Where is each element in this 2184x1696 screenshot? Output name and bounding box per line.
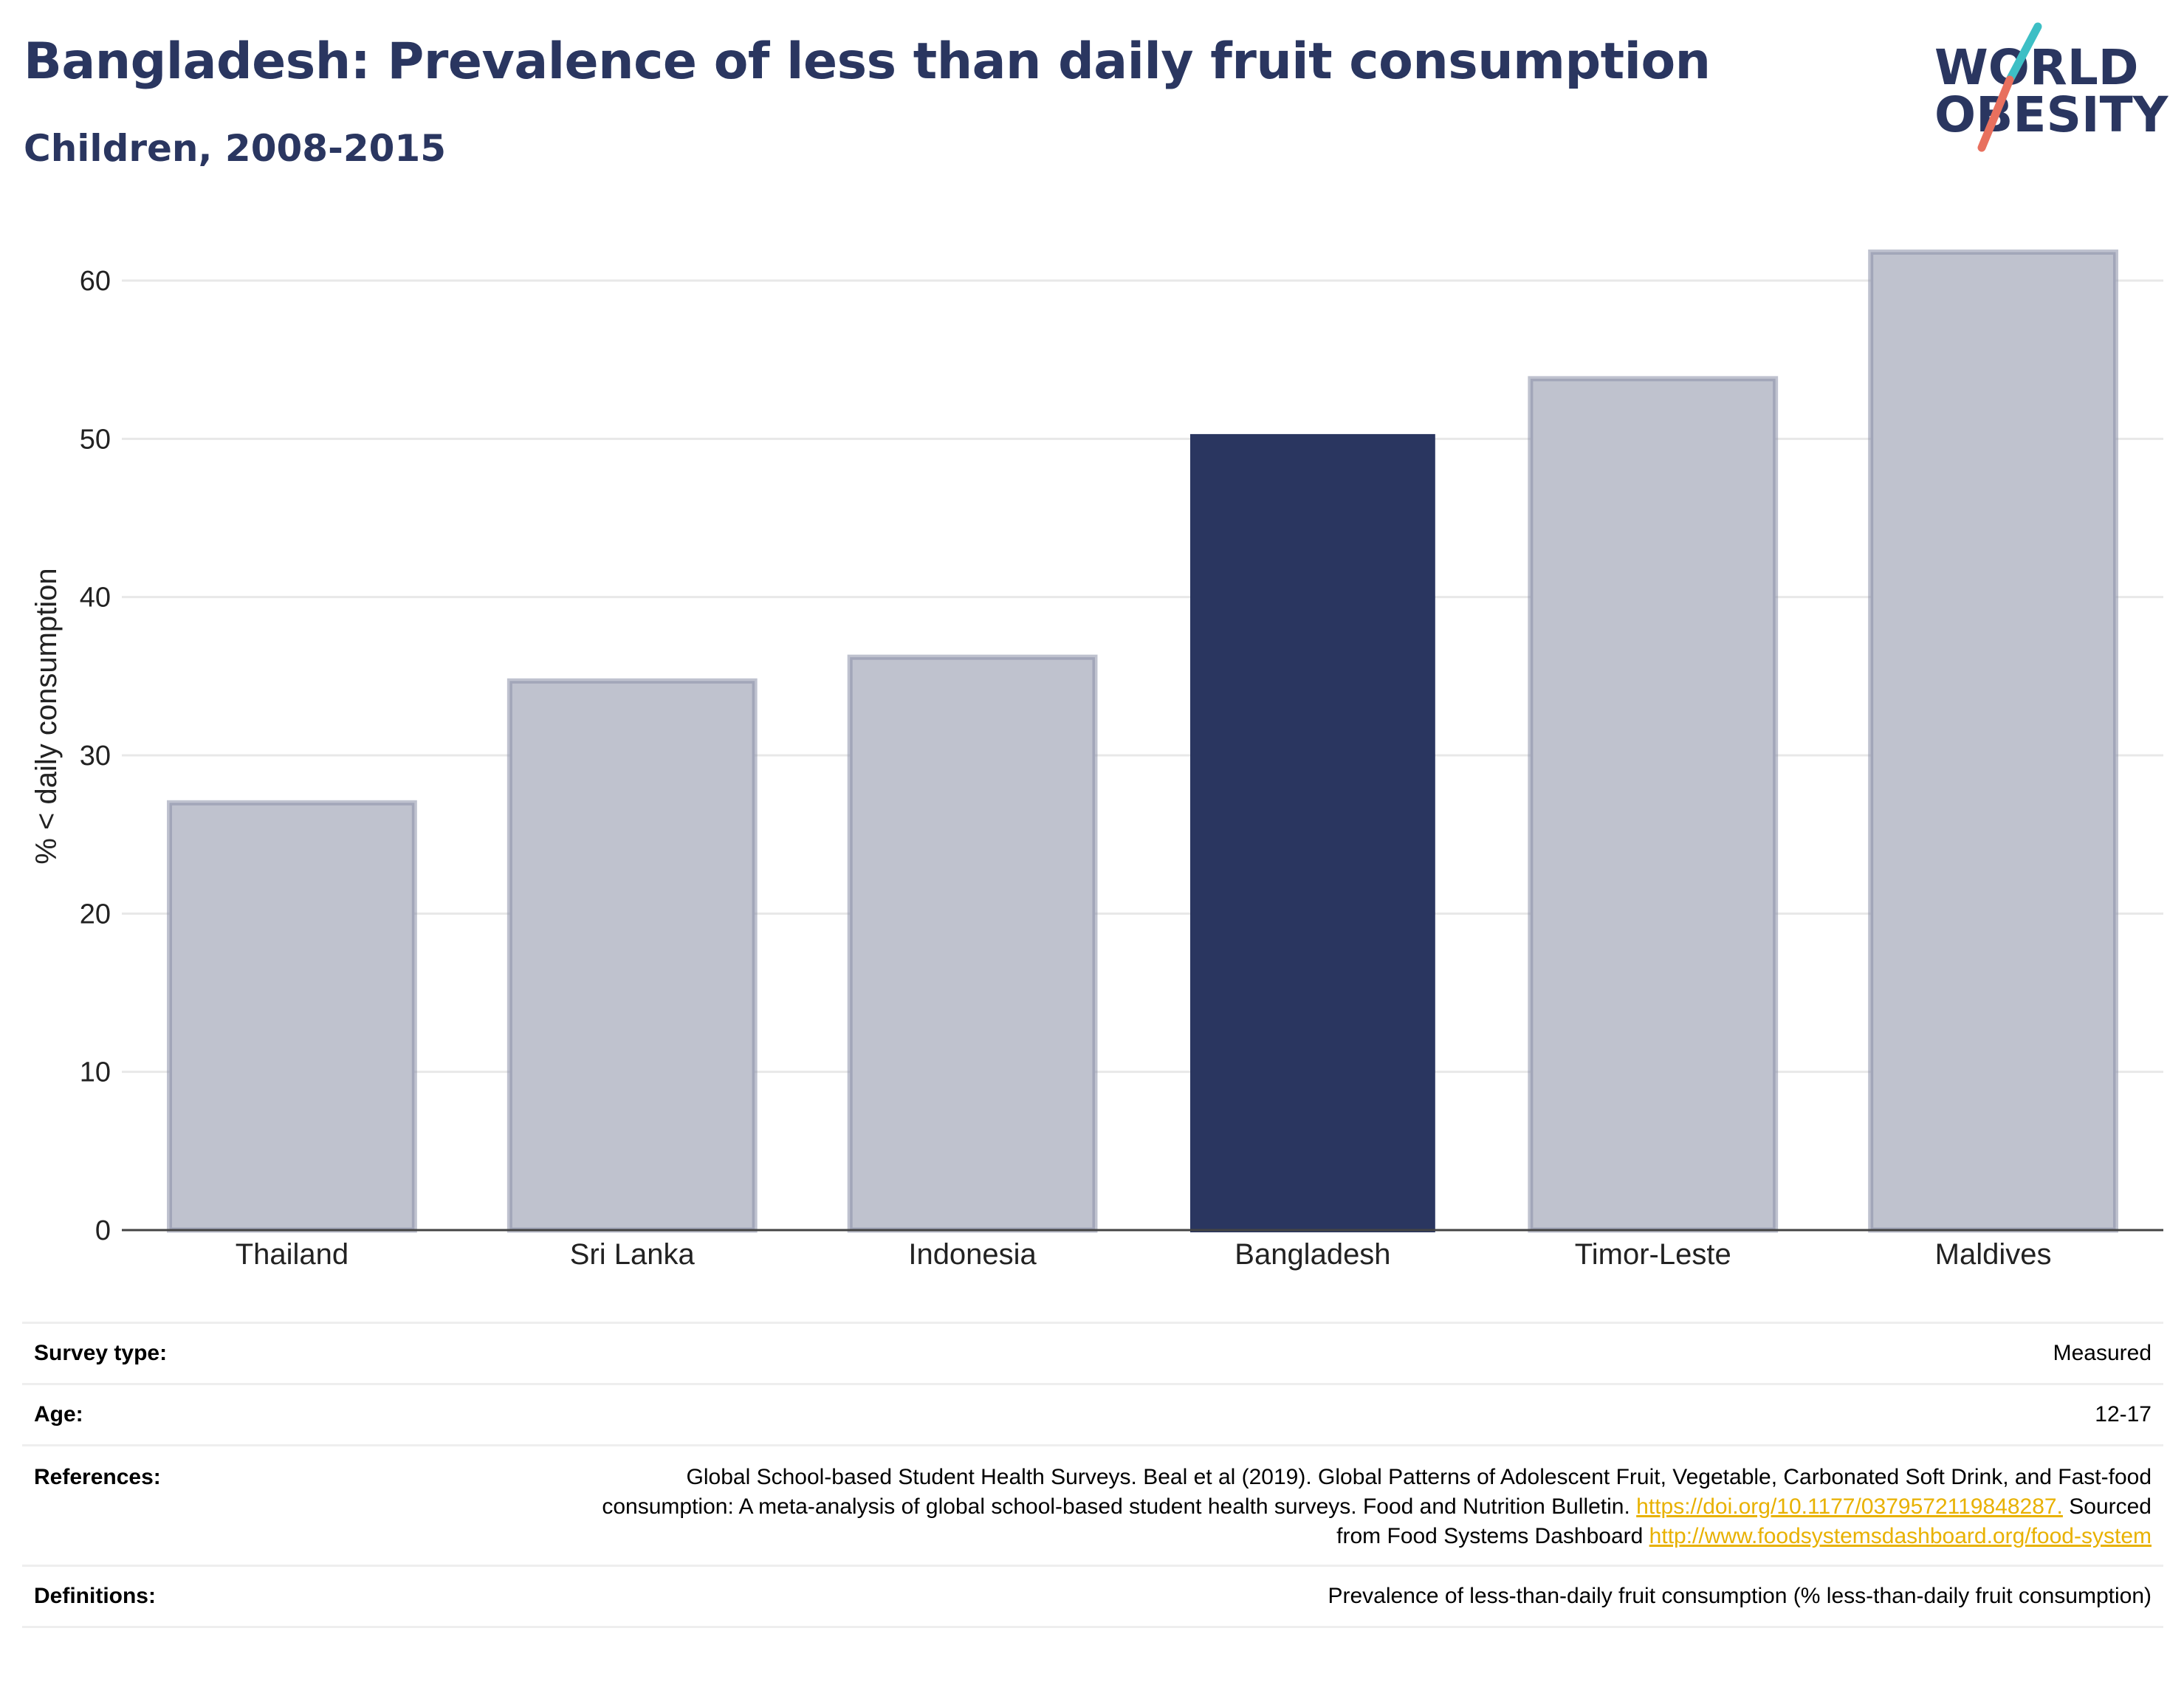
- bar-maldives: [1868, 249, 2118, 1233]
- x-tick-label: Bangladesh: [1234, 1238, 1390, 1271]
- bar-chart: 0 10 20 30 40 50 60 Thailand Sri Lanka Indonesia…: [30, 249, 2163, 1271]
- world-obesity-logo: WORLD OBESITY: [1934, 22, 2169, 152]
- logo-line-obesity: OBESITY: [1934, 86, 2169, 143]
- x-tick-label: Indonesia: [908, 1238, 1037, 1271]
- y-tick-label: 50: [80, 424, 111, 455]
- bars: [167, 249, 2118, 1233]
- logo-slash-coral: [1977, 75, 2014, 152]
- meta-row-references: References: Global School-based Student …: [22, 1444, 2163, 1565]
- x-tick-labels: Thailand Sri Lanka Indonesia Bangladesh Timo…: [236, 1238, 2052, 1271]
- age-label: Age:: [34, 1402, 83, 1427]
- y-tick-label: 10: [80, 1057, 111, 1088]
- age-value: 12-17: [2095, 1402, 2152, 1427]
- survey-type-value: Measured: [2053, 1341, 2152, 1365]
- meta-row-definitions: Definitions: Prevalence of less-than-dai…: [22, 1565, 2163, 1628]
- definitions-label: Definitions:: [34, 1584, 156, 1608]
- y-axis-label: % < daily consumption: [30, 568, 63, 864]
- bar-bangladesh: [1190, 433, 1435, 1232]
- references-label: References:: [34, 1465, 161, 1489]
- bar-thailand: [167, 800, 417, 1233]
- x-tick-label: Maldives: [1935, 1238, 2052, 1271]
- bar-timor-leste: [1528, 376, 1779, 1233]
- bar-indonesia: [847, 654, 1098, 1233]
- definitions-value: Prevalence of less-than-daily fruit cons…: [1328, 1584, 2152, 1608]
- x-tick-label: Thailand: [236, 1238, 348, 1271]
- logo-slash-teal: [2005, 22, 2042, 84]
- x-tick-label: Timor-Leste: [1575, 1238, 1731, 1271]
- meta-row-age: Age: 12-17: [22, 1383, 2163, 1444]
- y-tick-label: 60: [80, 266, 111, 297]
- y-tick-label: 20: [80, 899, 111, 930]
- y-tick-label: 0: [95, 1215, 111, 1246]
- doi-link[interactable]: https://doi.org/10.1177/0379572119848287…: [1636, 1494, 2063, 1519]
- page-subtitle: Children, 2008-2015: [24, 127, 446, 170]
- y-tick-label: 40: [80, 583, 111, 614]
- logo-line-world: WORLD: [1934, 39, 2139, 96]
- y-tick-labels: 0 10 20 30 40 50 60: [80, 266, 111, 1246]
- references-value: Global School-based Student Health Surve…: [579, 1463, 2152, 1551]
- references-source-text: Sourced from Food Systems Dashboard: [1336, 1494, 2152, 1548]
- gridlines: [122, 279, 2163, 1074]
- bar-sri-lanka: [506, 678, 758, 1233]
- y-tick-label: 30: [80, 741, 111, 772]
- meta-row-survey-type: Survey type: Measured: [22, 1322, 2163, 1383]
- x-tick-label: Sri Lanka: [570, 1238, 696, 1271]
- food-systems-link[interactable]: http://www.foodsystemsdashboard.org/food…: [1649, 1524, 2152, 1548]
- survey-type-label: Survey type:: [34, 1341, 168, 1365]
- page-title: Bangladesh: Prevalence of less than dail…: [24, 32, 1711, 91]
- metadata-table: Survey type: Measured Age: 12-17 Referen…: [22, 1322, 2163, 1628]
- references-text: Global School-based Student Health Surve…: [602, 1465, 2152, 1519]
